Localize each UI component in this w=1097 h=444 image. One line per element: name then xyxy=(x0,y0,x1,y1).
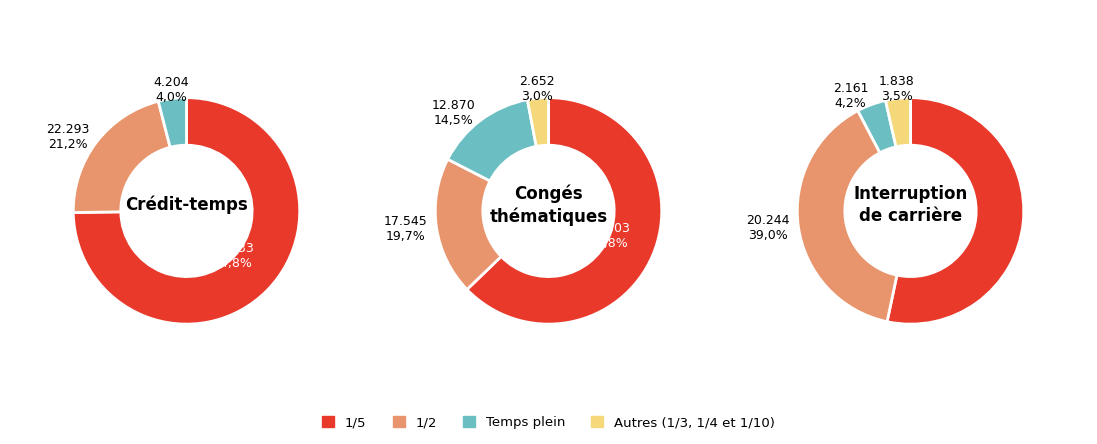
Wedge shape xyxy=(467,98,661,324)
Text: 2.161
4,2%: 2.161 4,2% xyxy=(833,82,868,110)
Text: 17.545
19,7%: 17.545 19,7% xyxy=(384,215,428,243)
Text: 55.803
62,8%: 55.803 62,8% xyxy=(586,222,630,250)
Wedge shape xyxy=(436,159,501,289)
Wedge shape xyxy=(73,101,170,213)
Legend: 1/5, 1/2, Temps plein, Autres (1/3, 1/4 et 1/10): 1/5, 1/2, Temps plein, Autres (1/3, 1/4 … xyxy=(318,412,779,433)
Wedge shape xyxy=(73,98,299,324)
Text: 20.244
39,0%: 20.244 39,0% xyxy=(746,214,790,242)
Text: Crédit-temps: Crédit-temps xyxy=(125,196,248,214)
Text: Congés
thématiques: Congés thématiques xyxy=(489,185,608,226)
Wedge shape xyxy=(858,100,896,153)
Wedge shape xyxy=(798,111,897,322)
Text: 27.688
53,3%: 27.688 53,3% xyxy=(1032,210,1076,238)
Wedge shape xyxy=(448,99,536,181)
Text: 2.652
3,0%: 2.652 3,0% xyxy=(519,75,555,103)
Text: 78.533
74,8%: 78.533 74,8% xyxy=(211,242,255,270)
Text: 12.870
14,5%: 12.870 14,5% xyxy=(431,99,475,127)
Text: Interruption
de carrière: Interruption de carrière xyxy=(853,185,968,226)
Text: 22.293
21,2%: 22.293 21,2% xyxy=(46,123,89,151)
Wedge shape xyxy=(528,98,548,147)
Text: 1.838
3,5%: 1.838 3,5% xyxy=(879,75,915,103)
Wedge shape xyxy=(887,98,1024,324)
Text: 4.204
4,0%: 4.204 4,0% xyxy=(154,75,189,103)
Wedge shape xyxy=(885,98,911,147)
Wedge shape xyxy=(158,98,186,147)
